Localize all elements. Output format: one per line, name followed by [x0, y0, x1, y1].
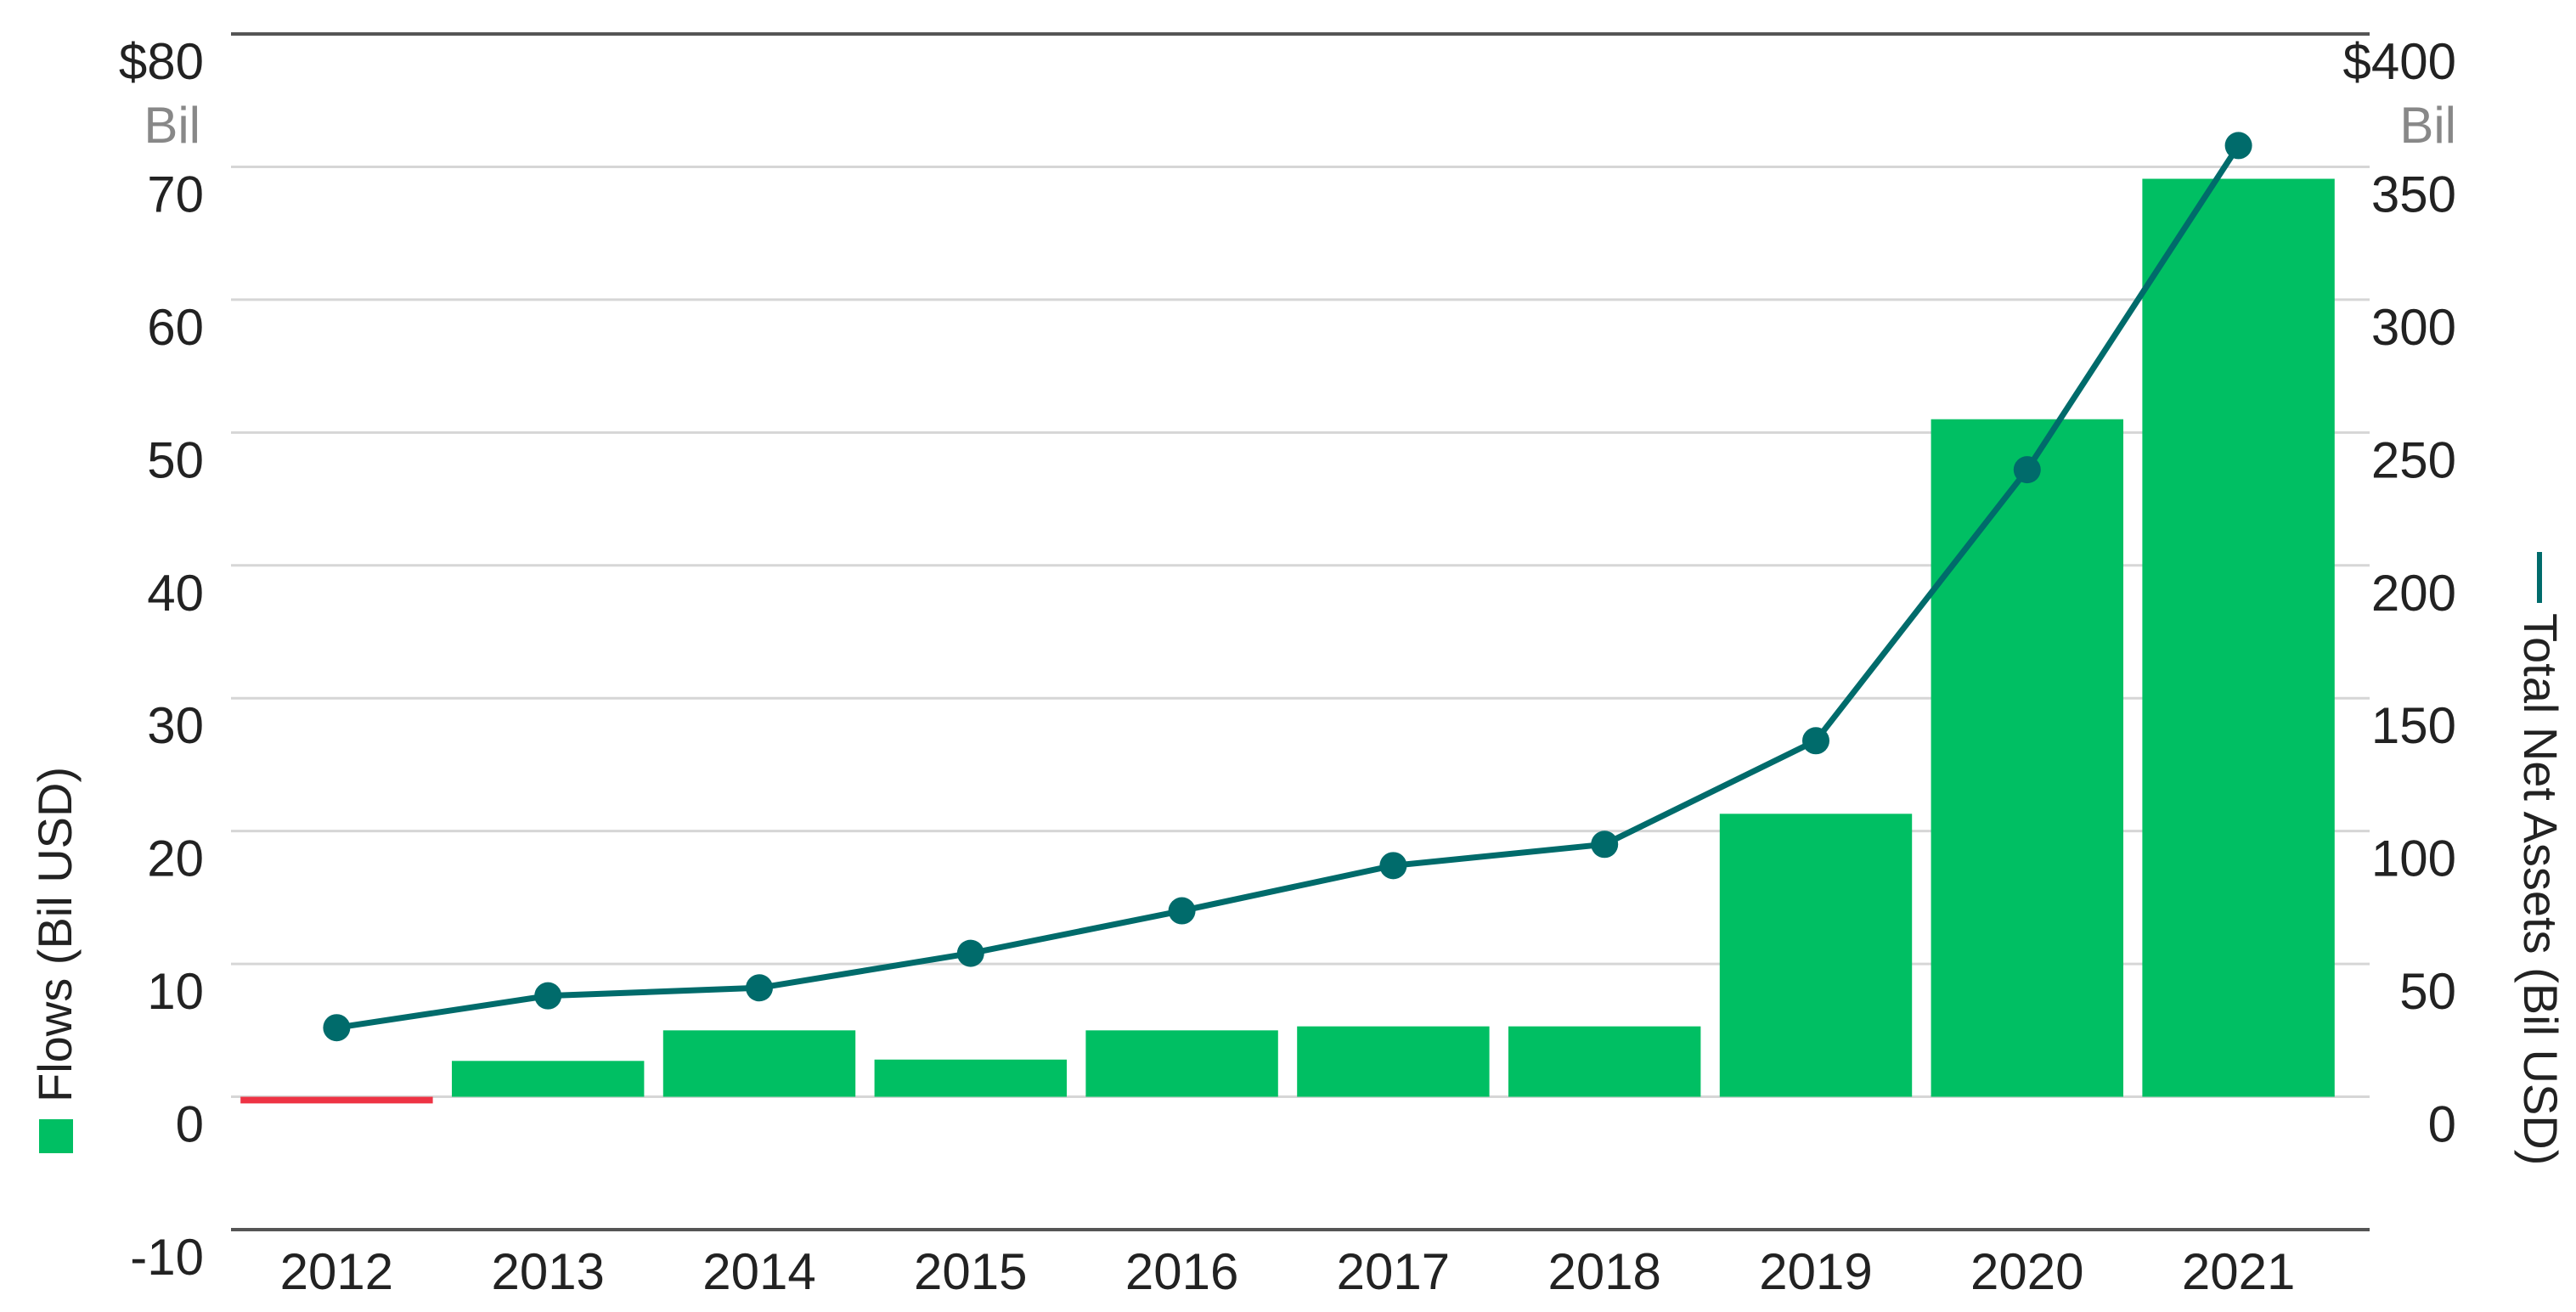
flow-bar [1085, 1030, 1278, 1097]
net-assets-line [323, 132, 2252, 1042]
left-axis-title: Flows (Bil USD) [28, 767, 82, 1153]
x-tick-label: 2018 [1547, 1243, 1660, 1300]
right-tick-label: 250 [2371, 431, 2456, 488]
right-tick-label: 100 [2371, 831, 2456, 887]
left-axis-ticks: -10 0 10 20 30 40 50 60 70 $80 [119, 33, 204, 1286]
right-tick-label: 200 [2371, 565, 2456, 622]
net-assets-point [1168, 897, 1196, 925]
right-axis-title-text: Total Net Assets (Bil USD) [2514, 613, 2568, 1165]
right-tick-label: 350 [2371, 166, 2456, 222]
left-tick-label: $80 [119, 33, 204, 90]
flow-bars [240, 178, 2335, 1104]
right-tick-label: $400 [2343, 33, 2456, 90]
flow-bar-negative [240, 1096, 433, 1104]
left-tick-label: 40 [147, 565, 204, 622]
right-axis-ticks: 0 50 100 150 200 250 300 350 $400 [2343, 33, 2456, 1153]
left-tick-label: 70 [147, 166, 204, 222]
x-tick-label: 2016 [1125, 1243, 1238, 1300]
net-assets-point [1591, 831, 1619, 859]
left-tick-label: -10 [130, 1229, 204, 1286]
x-tick-label: 2012 [280, 1243, 393, 1300]
right-axis-title: Total Net Assets (Bil USD) [2514, 552, 2568, 1165]
net-assets-point [534, 982, 562, 1010]
flow-bar [662, 1030, 856, 1097]
x-tick-label: 2014 [702, 1243, 815, 1300]
x-tick-label: 2013 [491, 1243, 604, 1300]
right-tick-label: 50 [2399, 963, 2456, 1020]
flow-bar [2142, 178, 2335, 1097]
flow-bar [1297, 1026, 1490, 1097]
net-assets-point [2013, 456, 2041, 484]
x-tick-label: 2015 [914, 1243, 1027, 1300]
left-axis-title-text: Flows (Bil USD) [28, 767, 82, 1102]
flow-bar [1719, 814, 1913, 1097]
flow-bar [451, 1061, 645, 1097]
right-tick-label: 0 [2428, 1096, 2456, 1153]
net-assets-point [2224, 132, 2252, 160]
x-axis-ticks: 2012 2013 2014 2015 2016 2017 2018 2019 2020 2021 [280, 1243, 2296, 1300]
net-assets-point [1802, 727, 1829, 755]
net-assets-point [956, 939, 984, 967]
flow-bar [1931, 419, 2124, 1097]
x-tick-label: 2021 [2182, 1243, 2295, 1300]
x-tick-label: 2020 [1970, 1243, 2083, 1300]
left-axis-unit: Bil [144, 97, 200, 154]
net-assets-point [1379, 852, 1407, 880]
left-tick-label: 50 [147, 431, 204, 488]
flow-bar [874, 1059, 1068, 1097]
right-tick-label: 300 [2371, 299, 2456, 356]
flows-legend-swatch [39, 1119, 73, 1153]
left-tick-label: 20 [147, 831, 204, 887]
flow-bar [1508, 1026, 1701, 1097]
right-axis-unit: Bil [2399, 97, 2456, 154]
x-tick-label: 2019 [1759, 1243, 1872, 1300]
right-tick-label: 150 [2371, 697, 2456, 754]
net-assets-point [746, 974, 773, 1002]
x-tick-label: 2017 [1337, 1243, 1450, 1300]
net-assets-point [323, 1014, 351, 1042]
left-tick-label: 10 [147, 963, 204, 1020]
left-tick-label: 0 [176, 1096, 204, 1153]
net-assets-polyline [335, 144, 2241, 1031]
left-tick-label: 30 [147, 697, 204, 754]
left-tick-label: 60 [147, 299, 204, 356]
